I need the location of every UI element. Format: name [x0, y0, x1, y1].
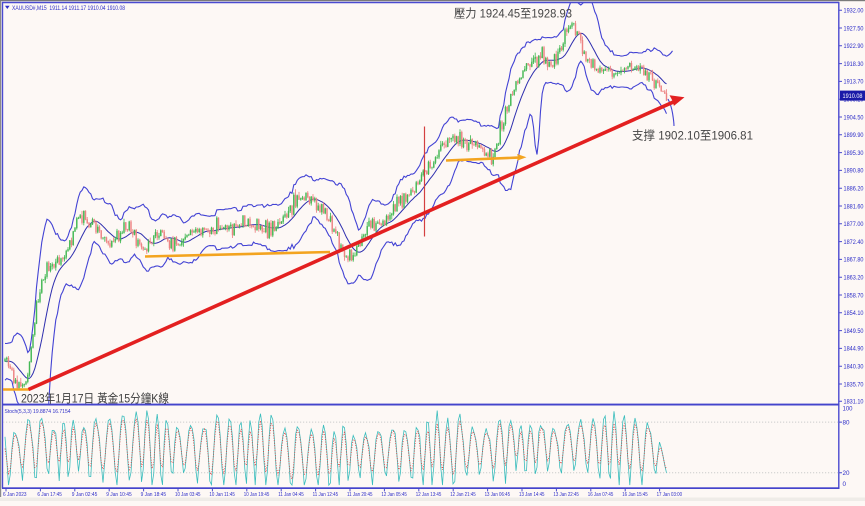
svg-text:9 Jan 02:45: 9 Jan 02:45	[72, 492, 98, 498]
svg-text:11 Jan 20:45: 11 Jan 20:45	[347, 492, 373, 498]
svg-text:11 Jan 04:45: 11 Jan 04:45	[278, 492, 304, 498]
svg-text:1918.30: 1918.30	[844, 61, 864, 68]
svg-text:1922.90: 1922.90	[844, 43, 864, 50]
svg-text:1840.30: 1840.30	[844, 364, 864, 371]
svg-text:1899.90: 1899.90	[844, 132, 864, 139]
svg-text:16 Jan 07:45: 16 Jan 07:45	[588, 492, 614, 498]
svg-text:6 Jan 2023: 6 Jan 2023	[3, 492, 27, 498]
svg-text:1904.50: 1904.50	[844, 114, 864, 121]
svg-text:1854.10: 1854.10	[844, 310, 864, 317]
svg-text:80: 80	[843, 419, 851, 426]
svg-text:100: 100	[843, 405, 854, 412]
svg-text:9 Jan 10:45: 9 Jan 10:45	[106, 492, 132, 498]
svg-text:11 Jan 12:45: 11 Jan 12:45	[313, 492, 339, 498]
svg-text:1927.50: 1927.50	[844, 25, 864, 32]
svg-text:1895.30: 1895.30	[844, 150, 864, 157]
svg-text:1835.70: 1835.70	[844, 381, 864, 388]
svg-text:2023年1月17日 黃金15分鐘K線: 2023年1月17日 黃金15分鐘K線	[21, 390, 169, 405]
svg-text:1881.60: 1881.60	[844, 203, 864, 210]
svg-text:13 Jan 06:45: 13 Jan 06:45	[485, 492, 511, 498]
svg-text:XAUUSD#,M15 1911.14 1911.17 1: XAUUSD#,M15 1911.14 1911.17 1910.04 1910…	[12, 5, 125, 12]
svg-text:1890.80: 1890.80	[844, 168, 864, 175]
svg-text:1863.20: 1863.20	[844, 275, 864, 282]
svg-text:1831.10: 1831.10	[844, 399, 864, 406]
svg-text:12 Jan 13:45: 12 Jan 13:45	[416, 492, 442, 498]
svg-text:17 Jan 03:00: 17 Jan 03:00	[657, 492, 683, 498]
svg-text:壓力 1924.45至1928.93: 壓力 1924.45至1928.93	[454, 6, 572, 20]
svg-text:1858.70: 1858.70	[844, 292, 864, 299]
svg-text:13 Jan 22:45: 13 Jan 22:45	[553, 492, 579, 498]
svg-text:1877.00: 1877.00	[844, 221, 864, 228]
svg-text:Stoch(5,3,3) 19.8874 16.7154: Stoch(5,3,3) 19.8874 16.7154	[5, 409, 72, 415]
svg-text:1872.40: 1872.40	[844, 239, 864, 246]
svg-text:16 Jan 15:45: 16 Jan 15:45	[622, 492, 648, 498]
svg-text:9 Jan 18:45: 9 Jan 18:45	[141, 492, 167, 498]
svg-text:1886.20: 1886.20	[844, 186, 864, 193]
svg-text:1867.80: 1867.80	[844, 257, 864, 264]
svg-text:10 Jan 03:45: 10 Jan 03:45	[175, 492, 201, 498]
svg-text:13 Jan 14:45: 13 Jan 14:45	[519, 492, 545, 498]
svg-text:1844.90: 1844.90	[844, 346, 864, 353]
svg-text:12 Jan 21:45: 12 Jan 21:45	[450, 492, 476, 498]
svg-text:0: 0	[843, 481, 847, 488]
svg-text:12 Jan 05:45: 12 Jan 05:45	[381, 492, 407, 498]
svg-text:10 Jan 19:45: 10 Jan 19:45	[244, 492, 269, 498]
svg-text:6 Jan 17:45: 6 Jan 17:45	[37, 492, 62, 498]
svg-text:支撑 1902.10至1906.81: 支撑 1902.10至1906.81	[632, 128, 753, 143]
svg-text:1932.00: 1932.00	[844, 8, 864, 15]
svg-text:20: 20	[843, 470, 851, 477]
svg-text:1913.70: 1913.70	[844, 79, 864, 86]
svg-text:10 Jan 11:45: 10 Jan 11:45	[209, 492, 235, 498]
svg-text:1910.08: 1910.08	[843, 93, 863, 100]
svg-text:1849.50: 1849.50	[844, 328, 864, 335]
